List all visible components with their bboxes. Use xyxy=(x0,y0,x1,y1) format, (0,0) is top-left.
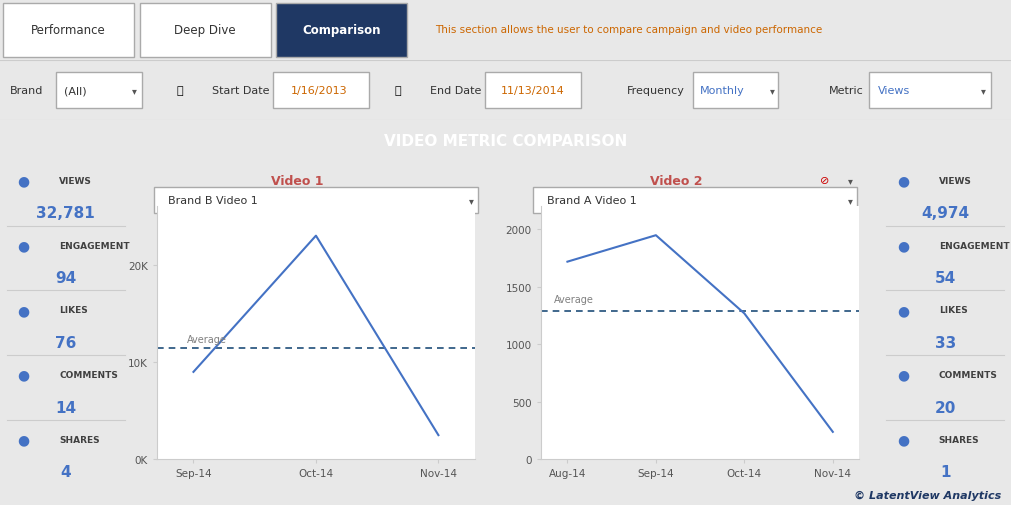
Text: SHARES: SHARES xyxy=(59,435,100,444)
FancyBboxPatch shape xyxy=(869,73,991,109)
Text: Views: Views xyxy=(878,86,910,96)
Text: 33: 33 xyxy=(934,335,956,350)
FancyBboxPatch shape xyxy=(56,73,142,109)
Text: 4: 4 xyxy=(61,465,71,479)
Text: ●: ● xyxy=(17,239,29,252)
Text: Brand A Video 1: Brand A Video 1 xyxy=(548,195,637,206)
Text: VIEWS: VIEWS xyxy=(938,177,972,185)
Text: LIKES: LIKES xyxy=(938,306,968,315)
Text: Average: Average xyxy=(554,294,594,304)
Text: Video 1: Video 1 xyxy=(271,175,324,187)
Text: ▾: ▾ xyxy=(847,176,852,186)
Text: ENGAGEMENT: ENGAGEMENT xyxy=(938,241,1009,250)
Text: ▾: ▾ xyxy=(982,86,986,96)
Text: ●: ● xyxy=(897,239,909,252)
Text: ⊘: ⊘ xyxy=(820,176,829,186)
Text: Average: Average xyxy=(187,334,227,344)
Text: 76: 76 xyxy=(55,335,77,350)
FancyBboxPatch shape xyxy=(693,73,778,109)
Text: VIEWS: VIEWS xyxy=(59,177,92,185)
FancyBboxPatch shape xyxy=(276,4,407,58)
Text: This section allows the user to compare campaign and video performance: This section allows the user to compare … xyxy=(435,25,822,35)
Text: 11/13/2014: 11/13/2014 xyxy=(500,86,565,96)
Text: LIKES: LIKES xyxy=(59,306,88,315)
Text: Monthly: Monthly xyxy=(700,86,744,96)
Text: COMMENTS: COMMENTS xyxy=(938,371,998,379)
Text: 📅: 📅 xyxy=(177,86,184,96)
Text: ●: ● xyxy=(17,174,29,188)
Text: Brand B Video 1: Brand B Video 1 xyxy=(168,195,258,206)
Text: 14: 14 xyxy=(56,400,76,415)
Text: ●: ● xyxy=(897,433,909,446)
Text: © LatentView Analytics: © LatentView Analytics xyxy=(853,490,1001,500)
Text: 94: 94 xyxy=(55,271,77,285)
Text: ▾: ▾ xyxy=(468,195,473,206)
Text: 20: 20 xyxy=(934,400,956,415)
Text: 4,974: 4,974 xyxy=(921,206,970,221)
Text: 1/16/2013: 1/16/2013 xyxy=(291,86,348,96)
FancyBboxPatch shape xyxy=(273,73,369,109)
Text: ●: ● xyxy=(897,174,909,188)
FancyBboxPatch shape xyxy=(3,4,134,58)
Text: ENGAGEMENT: ENGAGEMENT xyxy=(59,241,129,250)
Text: Comparison: Comparison xyxy=(302,24,381,37)
FancyBboxPatch shape xyxy=(154,187,478,213)
Text: ●: ● xyxy=(17,368,29,382)
Text: Video 2: Video 2 xyxy=(650,175,703,187)
Text: ●: ● xyxy=(17,304,29,317)
Text: VIDEO METRIC COMPARISON: VIDEO METRIC COMPARISON xyxy=(384,134,627,149)
FancyBboxPatch shape xyxy=(140,4,271,58)
Text: ▾: ▾ xyxy=(847,195,852,206)
Text: ●: ● xyxy=(17,433,29,446)
Text: COMMENTS: COMMENTS xyxy=(59,371,118,379)
Text: 1: 1 xyxy=(940,465,950,479)
Text: SHARES: SHARES xyxy=(938,435,980,444)
Text: 54: 54 xyxy=(934,271,956,285)
Text: Frequency: Frequency xyxy=(627,86,684,96)
Text: ●: ● xyxy=(897,304,909,317)
Text: (All): (All) xyxy=(64,86,86,96)
Text: Metric: Metric xyxy=(829,86,863,96)
Text: 📅: 📅 xyxy=(394,86,401,96)
Text: End Date: End Date xyxy=(430,86,481,96)
Text: Deep Dive: Deep Dive xyxy=(175,24,236,37)
FancyBboxPatch shape xyxy=(485,73,581,109)
FancyBboxPatch shape xyxy=(533,187,857,213)
Text: ▾: ▾ xyxy=(132,86,136,96)
Text: Performance: Performance xyxy=(31,24,106,37)
Text: ▾: ▾ xyxy=(770,86,774,96)
Text: Start Date: Start Date xyxy=(212,86,270,96)
Text: ●: ● xyxy=(897,368,909,382)
Text: 32,781: 32,781 xyxy=(36,206,95,221)
Text: Brand: Brand xyxy=(10,86,43,96)
